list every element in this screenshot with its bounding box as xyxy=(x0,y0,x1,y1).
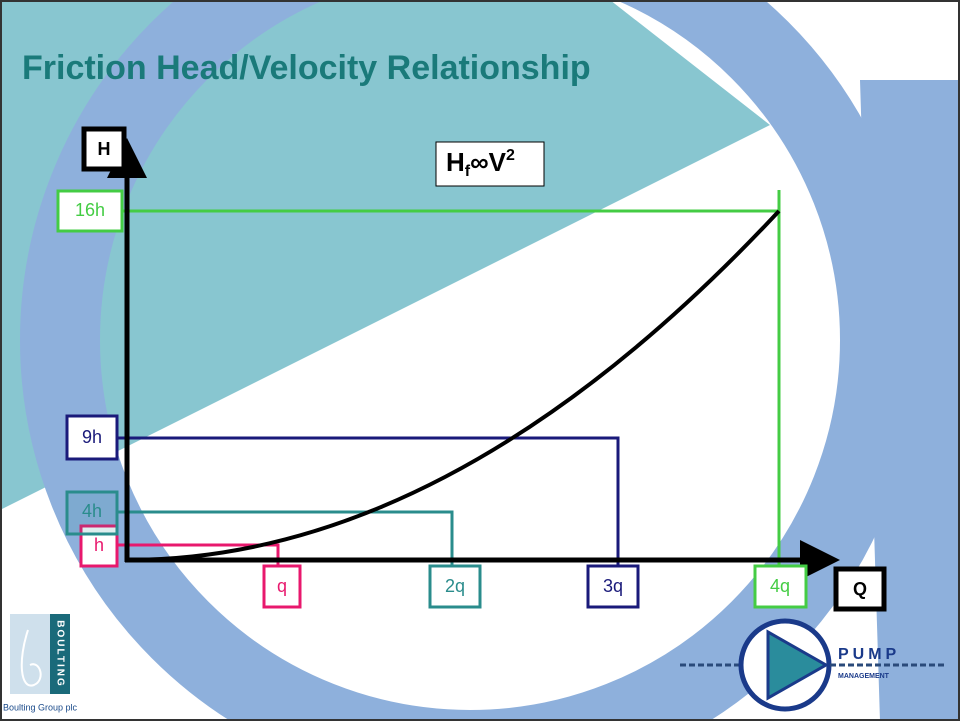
y-axis-box xyxy=(81,126,127,172)
blue-band xyxy=(860,80,960,721)
head-label: h xyxy=(94,535,104,555)
head-box xyxy=(65,414,119,461)
flow-label: 2q xyxy=(445,576,465,596)
boulting-text: BOULTING xyxy=(54,620,65,687)
formula-box xyxy=(435,141,545,187)
boulting-caption: Boulting Group plc xyxy=(3,702,78,712)
flow-box xyxy=(428,564,482,609)
boulting-strip xyxy=(50,614,70,694)
flow-box xyxy=(753,564,808,609)
guide-9h xyxy=(117,436,620,565)
head-label: 4h xyxy=(82,501,102,521)
flow-label: 4q xyxy=(770,576,790,596)
pump-triangle xyxy=(766,629,830,701)
head-label: 16h xyxy=(75,200,105,220)
teal-shape xyxy=(0,0,770,510)
x-axis-box xyxy=(833,566,887,612)
pump-text: PUMP xyxy=(838,646,900,663)
head-box xyxy=(65,490,119,536)
guide-4h xyxy=(117,510,454,565)
formula: Hf∞V2 xyxy=(446,147,515,180)
pump-subtext: MANAGEMENT xyxy=(838,673,890,680)
flow-label: 3q xyxy=(603,576,623,596)
flow-label: q xyxy=(277,576,287,596)
flow-box xyxy=(262,564,302,609)
x-axis-label: Q xyxy=(853,579,867,599)
head-label: 9h xyxy=(82,427,102,447)
curve xyxy=(126,209,781,562)
slide-title: Friction Head/Velocity Relationship xyxy=(22,49,591,87)
head-box xyxy=(56,189,124,233)
boulting-mark xyxy=(20,629,42,687)
flow-box xyxy=(586,564,640,609)
y-axis-label: H xyxy=(98,139,111,159)
